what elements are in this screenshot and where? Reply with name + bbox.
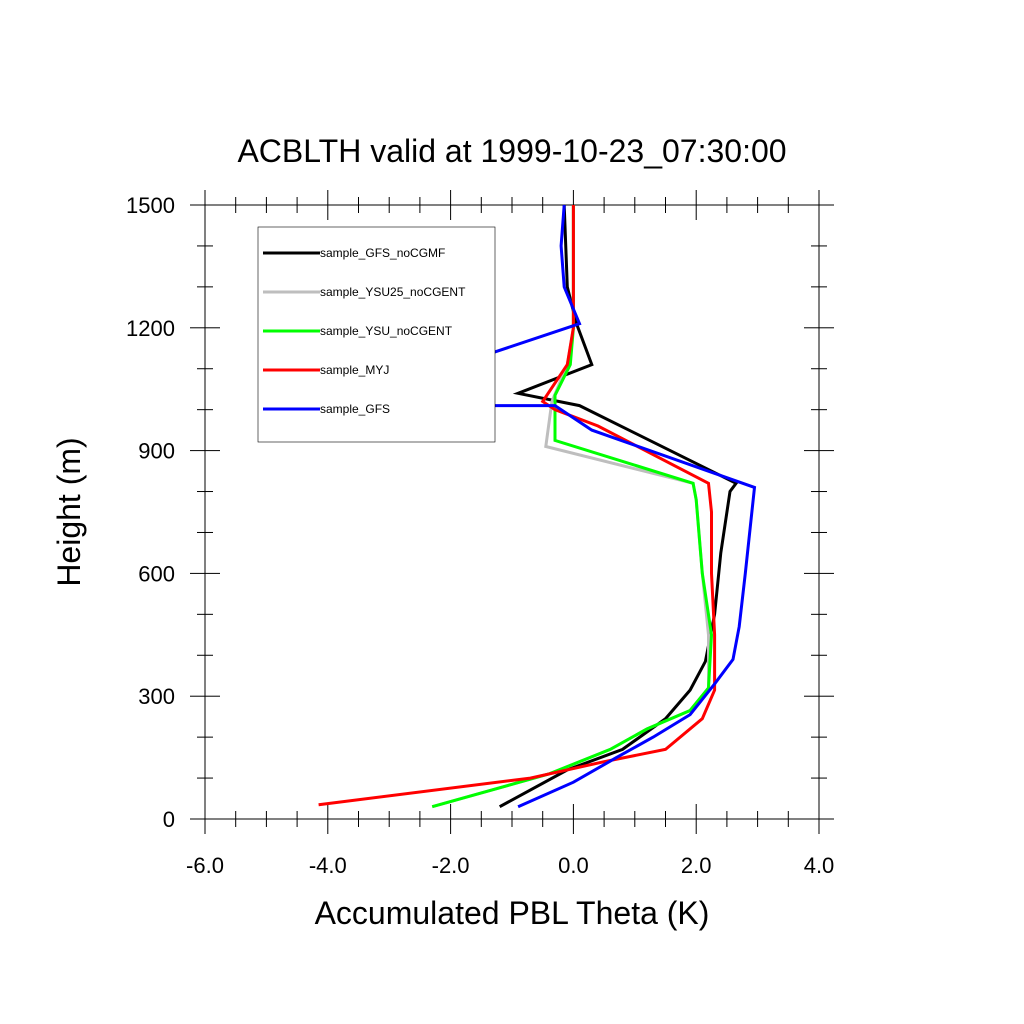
x-tick-label: -4.0 (309, 853, 347, 878)
y-axis-label: Height (m) (51, 437, 87, 586)
series-lines (318, 204, 757, 809)
axis-ticks: -6.0 -4.0 -2.0 0.0 2.0 4.0 0 300 600 900 1200 1500 (126, 190, 834, 878)
series-line-sample-myj (318, 205, 717, 807)
legend-label: sample_GFS_noCGMF (320, 246, 445, 260)
x-tick-label: -6.0 (186, 853, 224, 878)
series-line-sample-gfs-nocgmf (498, 204, 739, 809)
y-tick-label: 900 (138, 439, 175, 464)
y-tick-label: 0 (163, 807, 175, 832)
y-tick-label: 600 (138, 561, 175, 586)
x-tick-label: 0.0 (558, 853, 589, 878)
legend-label: sample_YSU25_noCGENT (320, 285, 466, 299)
legend: sample_GFS_noCGMF sample_YSU25_noCGENTsam… (257, 226, 496, 443)
y-tick-label: 300 (138, 684, 175, 709)
legend-label: sample_MYJ (320, 363, 389, 377)
x-axis-label: Accumulated PBL Theta (K) (315, 895, 710, 931)
x-tick-label: 4.0 (804, 853, 835, 878)
series-line-sample-gfs (402, 204, 757, 809)
y-tick-label: 1500 (126, 193, 175, 218)
x-tick-label: 2.0 (681, 853, 712, 878)
legend-label: sample_YSU_noCGENT (320, 324, 453, 338)
chart-title: ACBLTH valid at 1999-10-23_07:30:00 (237, 133, 786, 169)
legend-label: sample_GFS (320, 402, 390, 416)
y-tick-label: 1200 (126, 316, 175, 341)
legend-box (257, 226, 496, 443)
x-tick-label: -2.0 (432, 853, 470, 878)
